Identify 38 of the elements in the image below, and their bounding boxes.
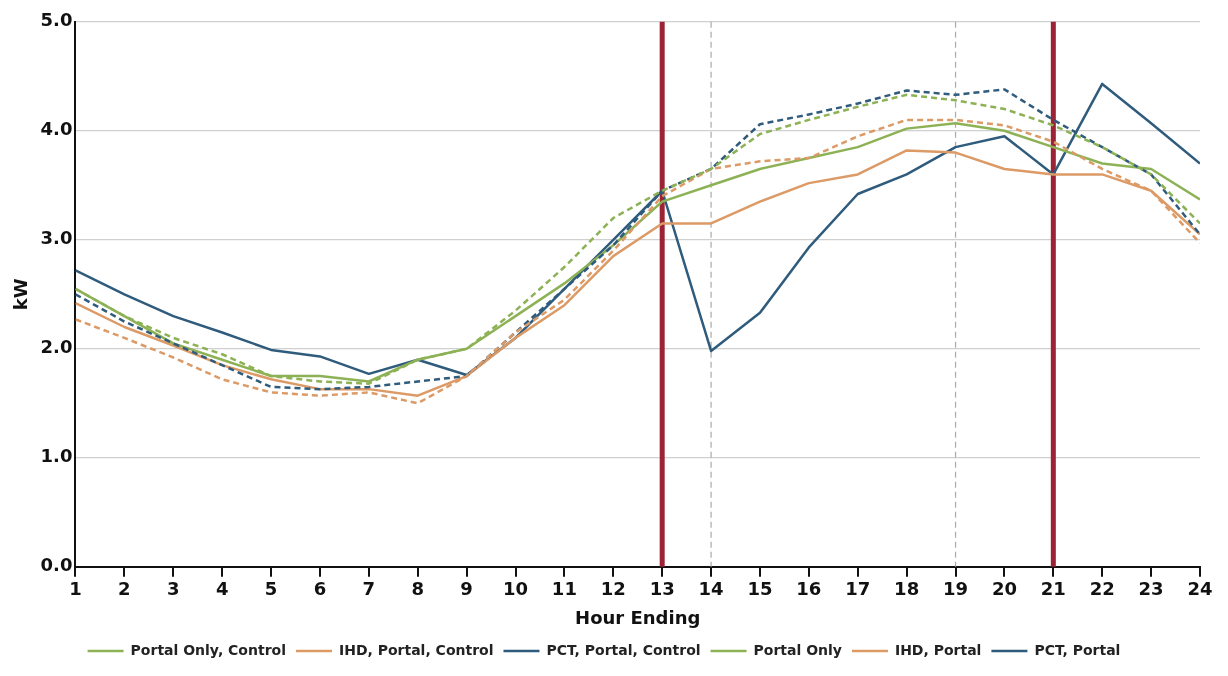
x-tick-label: 14 [698, 578, 724, 600]
legend-label: PCT, Portal [1034, 641, 1121, 658]
x-axis-title: Hour Ending [575, 606, 701, 628]
y-tick-label: 4.0 [40, 118, 73, 140]
x-tick-label: 7 [362, 578, 376, 600]
x-tick-label: 8 [411, 578, 424, 600]
x-tick-label: 20 [991, 578, 1017, 600]
y-tick-label: 3.0 [40, 227, 73, 249]
x-tick-label: 24 [1187, 578, 1213, 600]
legend-label: IHD, Portal [894, 641, 982, 658]
legend-label: IHD, Portal, Control [338, 641, 494, 658]
x-tick-label: 5 [264, 578, 278, 600]
y-tick-label: 5.0 [40, 9, 73, 31]
x-tick-label: 16 [796, 578, 822, 600]
x-tick-label: 17 [845, 578, 871, 600]
legend-label: Portal Only [753, 641, 842, 658]
x-tick-label: 23 [1138, 578, 1164, 600]
legend-label: PCT, Portal, Control [546, 641, 701, 658]
y-tick-label: 0.0 [40, 554, 73, 576]
x-tick-label: 11 [551, 578, 577, 600]
x-tick-label: 22 [1089, 578, 1115, 600]
x-tick-label: 9 [460, 578, 473, 600]
x-tick-label: 2 [118, 578, 131, 600]
y-tick-label: 1.0 [40, 445, 73, 467]
x-tick-label: 12 [600, 578, 626, 600]
y-axis-title: kW [10, 278, 32, 311]
y-tick-label: 2.0 [40, 336, 73, 358]
x-tick-label: 21 [1040, 578, 1066, 600]
x-tick-label: 3 [167, 578, 180, 600]
x-tick-label: 6 [313, 578, 327, 600]
x-tick-label: 10 [502, 578, 529, 600]
x-tick-label: 18 [894, 578, 920, 600]
x-tick-label: 1 [69, 578, 82, 600]
x-tick-label: 13 [649, 578, 675, 600]
legend-label: Portal Only, Control [130, 641, 286, 658]
x-tick-label: 19 [943, 578, 969, 600]
x-tick-label: 4 [215, 578, 229, 600]
x-tick-label: 15 [747, 578, 773, 600]
